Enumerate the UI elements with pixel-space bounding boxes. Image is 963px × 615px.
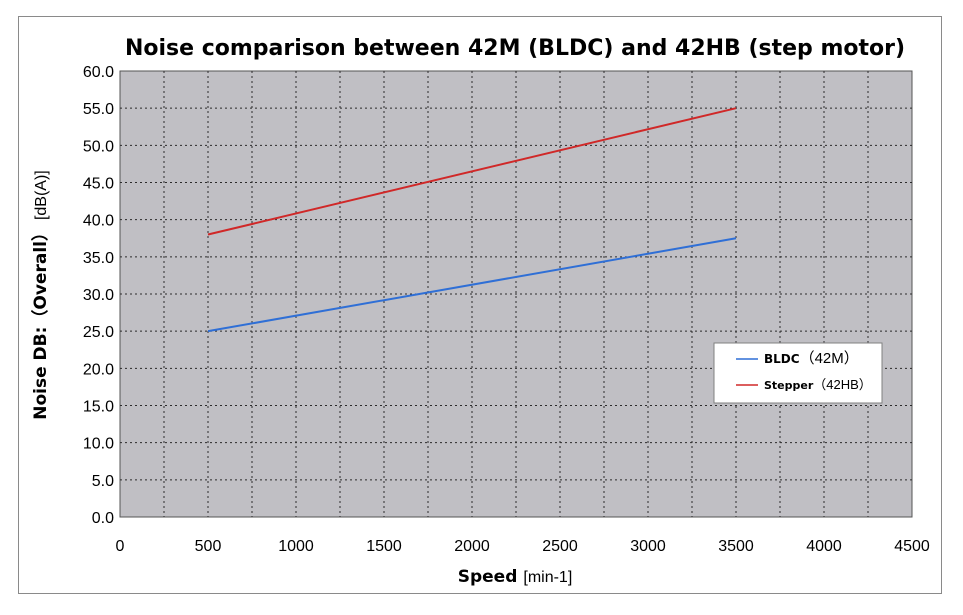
y-axis-ticks: 0.0 5.0 10.0 15.0 20.0 25.0 30.0 35.0 40.0 45.0 50… xyxy=(83,64,114,527)
x-tick-label: 4000 xyxy=(806,538,842,555)
legend-label: Stepper（42HB） xyxy=(764,377,872,392)
legend-label-name: Stepper xyxy=(764,379,814,392)
x-tick-label: 0 xyxy=(116,538,125,555)
x-tick-label: 3000 xyxy=(630,538,666,555)
y-axis-label: Noise DB:（Overall） [dB(A)] xyxy=(30,170,51,420)
y-tick-label: 35.0 xyxy=(83,250,114,267)
y-tick-label: 15.0 xyxy=(83,399,114,416)
y-tick-label: 55.0 xyxy=(83,101,114,118)
x-axis-ticks: 0 500 1000 1500 2000 2500 3000 3500 4000 4500 xyxy=(116,538,930,555)
x-tick-label: 2500 xyxy=(542,538,578,555)
y-tick-label: 25.0 xyxy=(83,324,114,341)
legend-label-model: （42M） xyxy=(800,350,859,367)
x-tick-label: 2000 xyxy=(454,538,490,555)
y-tick-label: 50.0 xyxy=(83,138,114,155)
legend-label-model: （42HB） xyxy=(813,377,872,392)
x-axis-label-unit: [min-1] xyxy=(523,569,572,586)
y-tick-label: 5.0 xyxy=(92,473,114,490)
series-lines xyxy=(207,107,737,333)
y-tick-label: 10.0 xyxy=(83,436,114,453)
x-axis-label-main: Speed xyxy=(458,567,518,587)
y-tick-label: 0.0 xyxy=(92,510,114,527)
x-axis-label: Speed [min-1] xyxy=(458,567,573,587)
x-tick-label: 1000 xyxy=(278,538,314,555)
series-line xyxy=(207,107,737,236)
y-tick-label: 40.0 xyxy=(83,213,114,230)
legend-box xyxy=(713,342,883,404)
grid xyxy=(120,71,912,517)
x-tick-label: 1500 xyxy=(366,538,402,555)
chart-title: Noise comparison between 42M (BLDC) and … xyxy=(125,36,905,61)
x-tick-label: 4500 xyxy=(894,538,930,555)
y-axis-label-main: Noise DB:（Overall） xyxy=(30,224,51,420)
series-line xyxy=(207,237,737,333)
y-axis-label-unit: [dB(A)] xyxy=(33,170,50,220)
y-tick-label: 45.0 xyxy=(83,176,114,193)
x-tick-label: 500 xyxy=(195,538,222,555)
y-tick-label: 20.0 xyxy=(83,361,114,378)
legend-label: BLDC（42M） xyxy=(764,350,859,367)
x-tick-label: 3500 xyxy=(718,538,754,555)
legend: BLDC（42M） Stepper（42HB） xyxy=(713,342,883,404)
legend-label-name: BLDC xyxy=(764,352,800,366)
y-tick-label: 60.0 xyxy=(83,64,114,81)
y-tick-label: 30.0 xyxy=(83,287,114,304)
